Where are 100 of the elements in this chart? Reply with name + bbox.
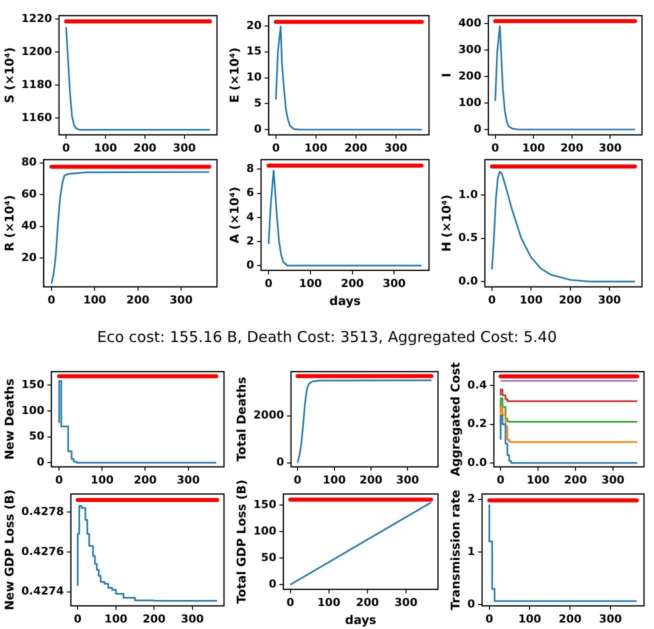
y-tick-label: 2000 <box>253 408 284 422</box>
y-axis-title: R (×10⁴) <box>2 194 16 252</box>
y-tick-label: 100 <box>458 96 482 109</box>
x-tick-label: 200 <box>564 473 588 486</box>
y-tick-label: 0.4276 <box>21 544 64 558</box>
x-tick-label: 200 <box>134 473 158 486</box>
x-tick-label: 300 <box>170 293 193 306</box>
x-tick-label: 300 <box>384 141 408 154</box>
y-tick-label: 8 <box>246 162 254 176</box>
x-tick-label: 100 <box>304 141 328 154</box>
x-tick-label: 200 <box>126 293 150 306</box>
y-tick-label: 2 <box>246 234 254 248</box>
x-tick-label: 0 <box>286 596 294 609</box>
x-tick-label: 200 <box>558 612 582 626</box>
x-tick-label: 200 <box>142 612 166 626</box>
y-tick-label: 1 <box>467 544 476 558</box>
y-tick-label: 2 <box>467 492 476 506</box>
x-tick-label: 200 <box>344 141 368 154</box>
y-tick-label: 5 <box>254 96 262 110</box>
x-tick-label: 200 <box>560 141 584 154</box>
y-tick-label: 20 <box>21 251 38 264</box>
y-tick-label: 4 <box>246 210 254 224</box>
y-tick-label: 10 <box>246 70 262 84</box>
y-tick-label: 1180 <box>21 78 52 91</box>
x-tick-label: 0 <box>294 473 302 486</box>
x-tick-label: 300 <box>176 473 200 486</box>
y-tick-label: 100 <box>253 524 277 538</box>
x-tick-label: 300 <box>172 141 196 154</box>
x-tick-label: 100 <box>518 612 542 626</box>
x-tick-label: 0 <box>496 473 505 486</box>
y-tick-label: 60 <box>21 187 38 200</box>
y-axis-title: S (×10⁴) <box>2 47 16 104</box>
y-tick-label: 50 <box>261 550 277 564</box>
x-tick-label: 0 <box>74 612 82 626</box>
y-axis-title: Total GDP Loss (B) <box>234 480 248 604</box>
y-axis-title: E (×10⁴) <box>227 48 242 103</box>
y-tick-label: 20 <box>246 18 262 32</box>
y-tick-label: 200 <box>458 69 482 82</box>
x-tick-label: 300 <box>598 141 622 154</box>
y-tick-label: 1.0 <box>458 188 478 201</box>
x-axis-title: days <box>329 294 361 308</box>
y-tick-label: 300 <box>458 42 482 56</box>
y-tick-label: 1160 <box>21 111 52 124</box>
y-axis-title: H (×10⁴) <box>439 194 454 252</box>
x-tick-label: 300 <box>382 276 406 290</box>
x-tick-label: 300 <box>396 473 420 486</box>
x-tick-label: 100 <box>104 612 128 626</box>
y-axis-title: New GDP Loss (B) <box>2 490 16 610</box>
x-axis-title: days <box>345 612 376 627</box>
text: Eco cost: 155.16 B, Death Cost: 3513, Aggregated Cost: 5.40 <box>96 328 558 346</box>
y-tick-label: 40 <box>21 219 38 232</box>
y-tick-label: 150 <box>253 498 277 511</box>
y-tick-label: 0 <box>268 577 277 590</box>
y-axis-title: Total Deaths <box>234 376 248 462</box>
y-tick-label: 80 <box>21 156 38 169</box>
y-tick-label: 50 <box>29 430 45 443</box>
y-tick-label: 0.0 <box>467 456 488 469</box>
y-axis-title: Aggregated Cost <box>448 362 462 476</box>
x-tick-label: 200 <box>340 276 364 290</box>
y-tick-label: 1220 <box>21 12 52 25</box>
y-tick-label: 1200 <box>21 44 52 58</box>
x-tick-label: 100 <box>298 276 322 290</box>
y-tick-label: 0.4 <box>467 378 488 392</box>
y-tick-label: 0.5 <box>458 231 478 244</box>
y-tick-label: 0 <box>474 122 482 136</box>
x-tick-label: 100 <box>90 473 114 486</box>
x-tick-label: 300 <box>601 473 625 486</box>
y-axis-title: Transmission rate <box>448 490 462 610</box>
y-tick-label: 6 <box>246 186 254 200</box>
y-tick-label: 0.0 <box>458 274 478 288</box>
y-tick-label: 0.4274 <box>21 584 64 598</box>
y-tick-label: 0.4278 <box>21 504 64 518</box>
x-tick-label: 200 <box>133 141 157 154</box>
x-tick-label: 100 <box>322 473 346 486</box>
x-tick-label: 100 <box>317 596 341 609</box>
x-tick-label: 200 <box>356 596 380 609</box>
y-tick-label: 0 <box>246 258 254 272</box>
y-tick-label: 400 <box>458 16 482 30</box>
x-tick-label: 300 <box>180 612 204 626</box>
y-tick-label: 150 <box>21 378 45 391</box>
x-tick-label: 300 <box>394 596 418 609</box>
x-tick-label: 300 <box>598 612 622 626</box>
y-tick-label: 100 <box>21 404 45 417</box>
x-tick-label: 100 <box>520 293 543 306</box>
x-tick-label: 0 <box>491 141 500 154</box>
y-axis-title: A (×10⁴) <box>227 186 242 244</box>
x-tick-label: 100 <box>522 141 546 154</box>
x-tick-label: 100 <box>83 293 107 306</box>
x-tick-label: 100 <box>526 473 550 486</box>
x-tick-label: 200 <box>558 293 582 306</box>
y-axis-title: New Deaths <box>2 378 16 460</box>
y-tick-label: 0 <box>276 456 284 469</box>
x-tick-label: 100 <box>94 141 118 154</box>
y-tick-label: 0.2 <box>467 417 487 430</box>
y-tick-label: 0 <box>36 456 45 469</box>
x-tick-label: 200 <box>359 473 383 486</box>
y-axis-title: I <box>439 72 454 78</box>
y-tick-label: 15 <box>246 44 262 58</box>
y-tick-label: 0 <box>254 122 262 136</box>
x-tick-label: 300 <box>598 293 622 306</box>
